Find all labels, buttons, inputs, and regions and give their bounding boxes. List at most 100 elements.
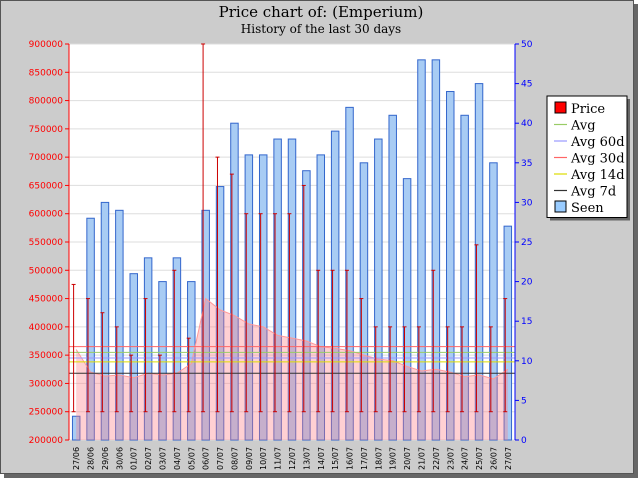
x-tick-label: 03/07 bbox=[159, 447, 168, 470]
chart-subtitle: History of the last 30 days bbox=[240, 22, 402, 36]
seen-bar bbox=[359, 162, 369, 441]
legend-label: Seen bbox=[571, 201, 604, 216]
seen-bar bbox=[215, 186, 225, 441]
y-right-tick-label: 50 bbox=[521, 40, 533, 50]
y-left-tick-label: 800000 bbox=[29, 97, 64, 107]
seen-bar bbox=[158, 281, 167, 441]
y-left-tick-label: 900000 bbox=[29, 40, 64, 50]
x-tick-label: 11/07 bbox=[274, 447, 283, 470]
x-tick-label: 07/07 bbox=[216, 447, 225, 470]
y-right-tick-label: 35 bbox=[521, 159, 532, 169]
y-left-tick-label: 400000 bbox=[29, 323, 64, 333]
legend-label: Price bbox=[571, 102, 605, 117]
legend-label: Avg 14d bbox=[570, 168, 625, 183]
y-left-tick-label: 450000 bbox=[29, 295, 64, 305]
x-tick-label: 05/07 bbox=[187, 447, 196, 470]
y-left-tick-label: 500000 bbox=[29, 266, 64, 276]
seen-bar bbox=[388, 114, 397, 441]
x-tick-label: 23/07 bbox=[446, 447, 455, 470]
seen-bar bbox=[431, 59, 441, 441]
x-tick-label: 30/06 bbox=[115, 447, 124, 470]
seen-bar bbox=[115, 209, 124, 441]
seen-bar bbox=[330, 130, 340, 441]
y-left-tick-label: 300000 bbox=[29, 379, 64, 389]
seen-bar bbox=[302, 170, 311, 441]
seen-bar bbox=[129, 273, 138, 441]
legend-label: Avg 7d bbox=[570, 185, 616, 200]
x-tick-label: 15/07 bbox=[331, 447, 340, 470]
y-right-tick-label: 25 bbox=[521, 238, 532, 248]
x-tick-label: 14/07 bbox=[317, 447, 326, 470]
x-tick-label: 04/07 bbox=[173, 447, 182, 470]
chart-title: Price chart of: (Emperium) bbox=[218, 3, 424, 21]
y-left-tick-label: 650000 bbox=[29, 181, 64, 191]
y-left-tick-label: 250000 bbox=[29, 408, 64, 418]
x-tick-label: 29/06 bbox=[101, 447, 110, 470]
seen-bar bbox=[86, 217, 95, 441]
x-tick-label: 22/07 bbox=[432, 447, 441, 470]
x-tick-label: 12/07 bbox=[288, 447, 297, 470]
seen-bar bbox=[287, 138, 297, 441]
seen-bar bbox=[503, 225, 513, 441]
y-right-tick-label: 20 bbox=[521, 278, 533, 288]
legend-label: Avg 60d bbox=[570, 135, 625, 150]
seen-bar bbox=[172, 257, 182, 441]
x-tick-label: 19/07 bbox=[389, 447, 398, 470]
seen-bar bbox=[143, 257, 153, 441]
avg-30d-area bbox=[76, 298, 508, 440]
x-tick-label: 09/07 bbox=[245, 447, 254, 470]
x-tick-label: 24/07 bbox=[461, 447, 470, 470]
x-tick-label: 16/07 bbox=[346, 447, 355, 470]
seen-bar bbox=[258, 154, 268, 441]
y-right-tick-label: 30 bbox=[521, 198, 533, 208]
seen-bar bbox=[71, 415, 81, 441]
y-right-tick-label: 5 bbox=[521, 396, 527, 406]
seen-bar bbox=[100, 201, 110, 441]
x-tick-label: 02/07 bbox=[144, 447, 153, 470]
y-left-tick-label: 700000 bbox=[29, 153, 64, 163]
seen-bar bbox=[187, 281, 196, 441]
y-left-tick-label: 850000 bbox=[29, 68, 64, 78]
y-right-tick-label: 0 bbox=[521, 436, 527, 446]
y-right-tick-label: 10 bbox=[521, 357, 533, 367]
seen-bar bbox=[417, 59, 426, 441]
legend-swatch bbox=[554, 101, 567, 114]
seen-bar bbox=[489, 162, 498, 441]
y-left-tick-label: 200000 bbox=[29, 436, 64, 446]
x-tick-label: 27/07 bbox=[504, 447, 513, 470]
y-left-tick-label: 750000 bbox=[29, 125, 64, 135]
x-tick-label: 18/07 bbox=[374, 447, 383, 470]
chart-window: Price chart of: (Emperium) History of th… bbox=[0, 0, 634, 474]
seen-bar bbox=[402, 178, 412, 441]
x-tick-label: 06/07 bbox=[202, 447, 211, 470]
legend-label: Avg bbox=[570, 119, 596, 134]
chart-svg: 2000002500003000003500004000004500005000… bbox=[29, 40, 630, 470]
y-right-tick-label: 40 bbox=[521, 119, 533, 129]
seen-bar bbox=[201, 209, 210, 441]
legend-label: Avg 30d bbox=[570, 152, 625, 167]
seen-bar bbox=[230, 122, 239, 441]
seen-bar bbox=[345, 106, 354, 441]
legend-box bbox=[546, 95, 628, 218]
y-left-tick-label: 550000 bbox=[29, 238, 64, 248]
x-tick-label: 21/07 bbox=[417, 447, 426, 470]
x-tick-label: 13/07 bbox=[302, 447, 311, 470]
seen-bar bbox=[273, 138, 282, 441]
seen-bar bbox=[374, 138, 383, 441]
seen-bar bbox=[446, 91, 455, 441]
y-right-tick-label: 15 bbox=[521, 317, 532, 327]
x-tick-label: 20/07 bbox=[403, 447, 412, 470]
y-left-tick-label: 600000 bbox=[29, 210, 64, 220]
y-right-tick-label: 45 bbox=[521, 80, 532, 90]
x-tick-label: 10/07 bbox=[259, 447, 268, 470]
x-tick-label: 27/06 bbox=[72, 447, 81, 470]
x-tick-label: 26/07 bbox=[489, 447, 498, 470]
seen-bar bbox=[460, 114, 469, 441]
x-tick-label: 25/07 bbox=[475, 447, 484, 470]
x-tick-label: 17/07 bbox=[360, 447, 369, 470]
x-tick-label: 28/06 bbox=[87, 447, 96, 470]
seen-bar bbox=[316, 154, 326, 441]
x-tick-label: 08/07 bbox=[230, 447, 239, 470]
y-left-tick-label: 350000 bbox=[29, 351, 64, 361]
seen-bar bbox=[244, 154, 254, 441]
